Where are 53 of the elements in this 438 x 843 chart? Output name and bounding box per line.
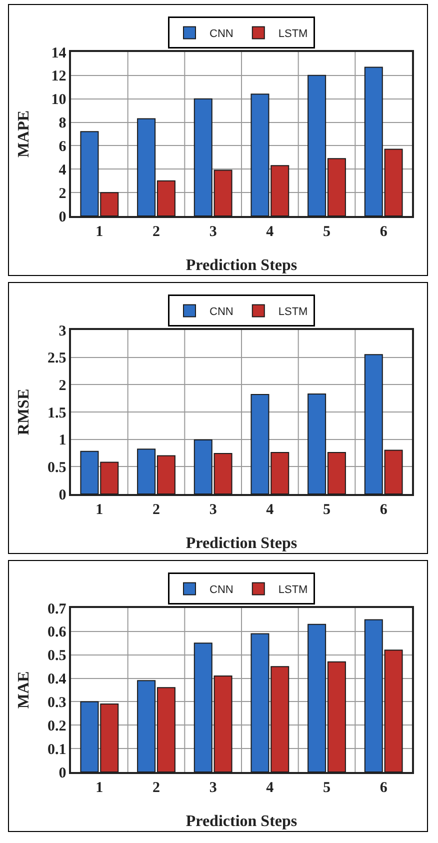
x-tick-label: 2 <box>152 502 160 518</box>
x-tick-label: 3 <box>209 502 217 518</box>
y-tick-label: 2 <box>58 186 66 202</box>
x-tick-label: 6 <box>380 780 388 796</box>
y-tick-label: 0.6 <box>48 624 67 641</box>
x-axis-title: Prediction Steps <box>186 535 298 552</box>
legend-label: CNN <box>210 306 234 318</box>
x-tick-label: 5 <box>323 502 330 518</box>
y-axis-title: RMSE <box>16 388 32 436</box>
y-tick-label: 0 <box>58 487 66 504</box>
y-tick-label: 0 <box>58 765 66 782</box>
y-tick-label: 1 <box>58 432 66 449</box>
x-tick-label: 4 <box>266 502 274 518</box>
x-tick-label: 1 <box>96 502 104 518</box>
y-tick-label: 0.2 <box>48 718 66 734</box>
y-axis-title: MAE <box>16 671 32 709</box>
y-tick-label: 4 <box>58 162 67 178</box>
x-tick-label: 3 <box>209 224 217 240</box>
x-tick-label: 2 <box>152 224 160 240</box>
y-axis-title: MAPE <box>16 110 32 158</box>
y-tick-label: 12 <box>51 68 66 85</box>
x-tick-label: 4 <box>266 780 274 796</box>
y-tick-label: 3 <box>58 323 66 340</box>
x-tick-label: 6 <box>380 502 388 518</box>
y-tick-label: 0 <box>58 209 66 226</box>
x-tick-label: 4 <box>266 224 274 240</box>
y-tick-label: 2 <box>58 378 66 394</box>
y-tick-label: 14 <box>51 45 67 62</box>
x-tick-label: 5 <box>323 780 330 796</box>
y-tick-label: 8 <box>58 116 66 132</box>
y-tick-label: 6 <box>58 138 67 155</box>
y-tick-label: 0.7 <box>48 601 67 618</box>
y-tick-label: 0.1 <box>48 742 66 758</box>
y-tick-label: 0.4 <box>48 672 67 688</box>
legend-label: LSTM <box>278 584 308 596</box>
x-tick-label: 2 <box>152 780 160 796</box>
y-tick-label: 2.5 <box>48 350 66 367</box>
x-axis-title: Prediction Steps <box>186 813 298 830</box>
x-tick-label: 3 <box>209 780 217 796</box>
y-tick-label: 0.5 <box>48 460 66 476</box>
x-tick-label: 1 <box>96 224 104 240</box>
y-tick-label: 10 <box>51 92 66 108</box>
y-tick-label: 0.5 <box>48 648 66 664</box>
legend-label: LSTM <box>278 28 308 40</box>
y-tick-label: 1.5 <box>48 405 66 422</box>
x-tick-label: 5 <box>323 224 330 240</box>
y-tick-label: 0.3 <box>48 694 66 711</box>
legend-label: CNN <box>210 584 234 596</box>
x-tick-label: 1 <box>96 780 104 796</box>
legend-label: LSTM <box>278 306 308 318</box>
legend-label: CNN <box>210 28 234 40</box>
x-tick-label: 6 <box>380 224 388 240</box>
x-axis-title: Prediction Steps <box>186 257 298 274</box>
